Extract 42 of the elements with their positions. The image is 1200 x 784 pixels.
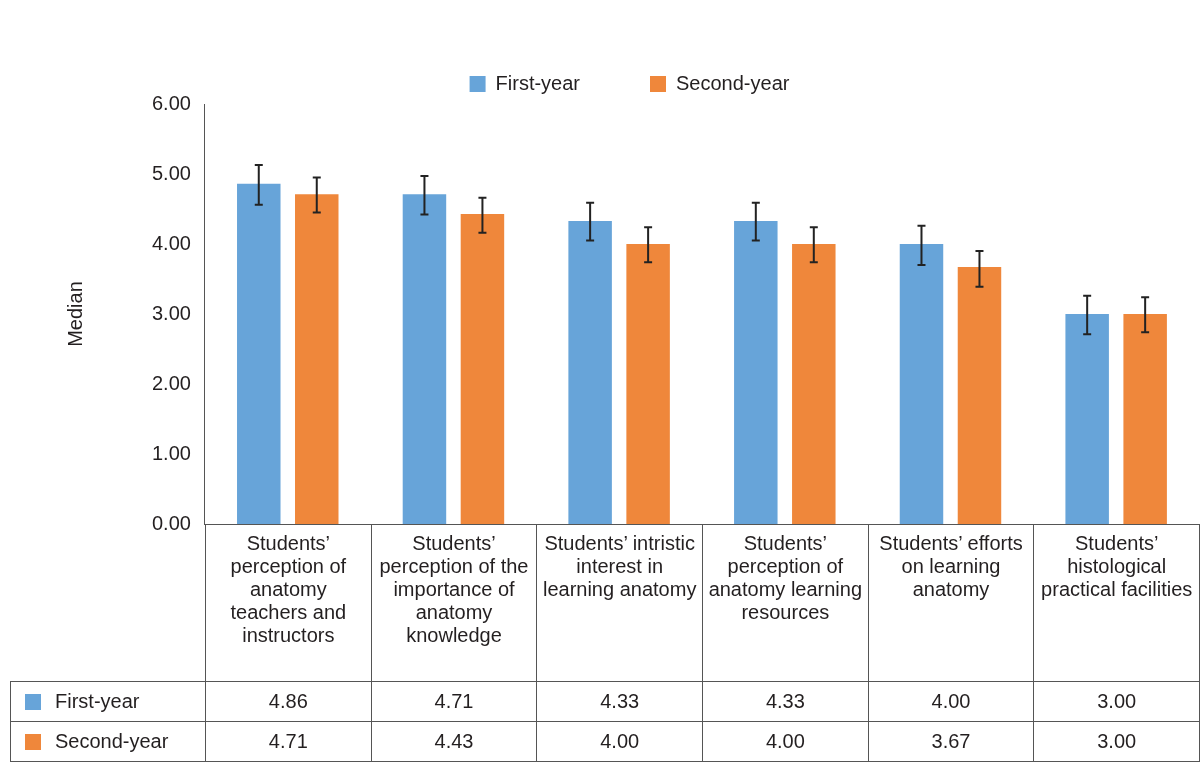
y-tick-label: 5.00 bbox=[151, 161, 191, 184]
bar bbox=[568, 220, 612, 524]
text: First-year bbox=[55, 689, 140, 712]
bar bbox=[899, 244, 944, 524]
data-label: 3.00 bbox=[1033, 681, 1200, 721]
bar bbox=[295, 194, 339, 524]
x-tick-label: Students’ perception of the importance of anatomy knowledge bbox=[371, 524, 537, 681]
data-label: 4.00 bbox=[868, 681, 1034, 721]
y-tick-label: 1.00 bbox=[151, 441, 191, 464]
bar bbox=[1065, 314, 1109, 524]
bar bbox=[734, 220, 778, 524]
data-label: 4.33 bbox=[702, 681, 869, 721]
data-label: 3.00 bbox=[1033, 721, 1200, 761]
data-label: 4.00 bbox=[536, 721, 703, 761]
data-label: 4.33 bbox=[536, 681, 703, 721]
y-tick-label: 4.00 bbox=[151, 231, 191, 254]
data-label: 3.67 bbox=[868, 721, 1034, 761]
x-tick-label: Students’ efforts on learning anatomy bbox=[868, 524, 1034, 681]
bar bbox=[460, 213, 505, 524]
y-tick-label: 2.00 bbox=[151, 371, 191, 394]
legend-label: Second-year bbox=[676, 71, 790, 94]
x-tick-label: Students’ intristic interest in learning anatomy bbox=[536, 524, 703, 681]
text: Second-year bbox=[55, 729, 169, 752]
bar bbox=[1123, 314, 1167, 524]
y-tick-label: 3.00 bbox=[151, 301, 191, 324]
bar bbox=[957, 267, 1002, 524]
bar bbox=[626, 244, 670, 524]
bar bbox=[402, 194, 447, 524]
data-label: 4.71 bbox=[371, 681, 537, 721]
y-axis-title: Median bbox=[63, 281, 86, 347]
y-tick-label: 0.00 bbox=[151, 511, 191, 534]
data-label: 4.43 bbox=[371, 721, 537, 761]
x-tick-label: Students’ histological practical facilities bbox=[1033, 524, 1200, 681]
data-label: 4.86 bbox=[205, 681, 372, 721]
data-label: 4.00 bbox=[702, 721, 869, 761]
y-tick-label: 6.00 bbox=[151, 91, 191, 114]
bar bbox=[792, 244, 836, 524]
legend-label: First-year bbox=[495, 71, 581, 94]
x-tick-label: Students’ perception of anatomy learning resources bbox=[702, 524, 869, 681]
bar bbox=[237, 183, 281, 524]
x-tick-label: Students’ perception of anatomy teachers and instructors bbox=[205, 524, 372, 681]
data-label: 4.71 bbox=[205, 721, 372, 761]
